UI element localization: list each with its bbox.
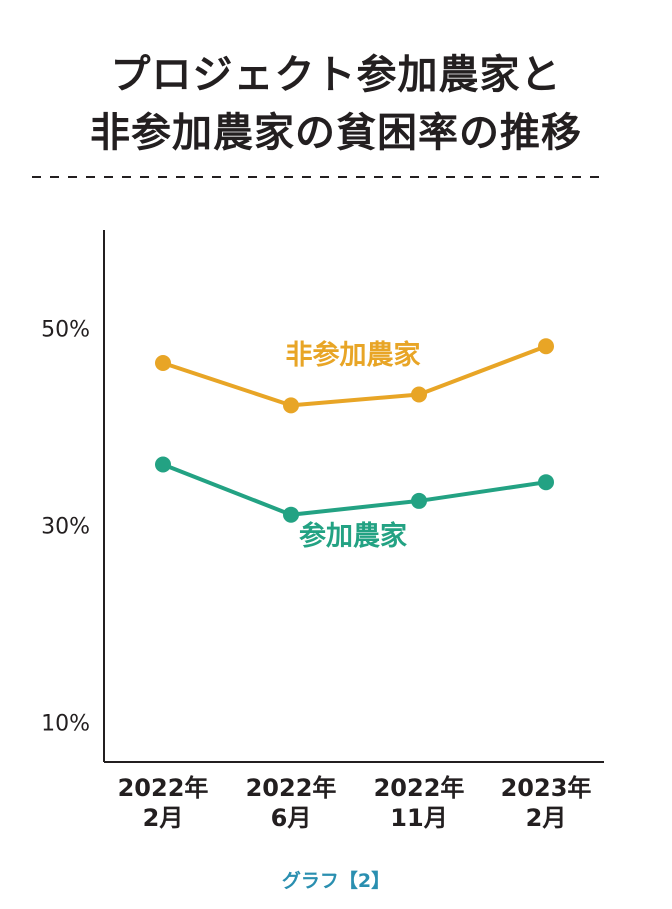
data-point [283, 397, 299, 414]
data-point [155, 355, 171, 371]
chart-title-line-1: プロジェクト参加農家と [110, 52, 562, 98]
series-label: 参加農家 [299, 520, 407, 552]
chart-title-line-2: 非参加農家の貧困率の推移 [90, 110, 582, 156]
data-point [155, 456, 171, 473]
data-point [283, 506, 299, 523]
x-tick-label: 2023年 2月 [501, 774, 592, 832]
data-point [538, 338, 554, 355]
y-tick-label: 10% [41, 712, 90, 737]
data-point [538, 474, 554, 491]
series-line [162, 462, 547, 517]
y-tick-label: 30% [41, 515, 90, 540]
y-tick-label: 50% [41, 318, 90, 343]
series-label: 非参加農家 [286, 339, 421, 371]
chart-caption: グラフ【2】 [281, 870, 391, 892]
data-point [411, 386, 427, 403]
x-tick-label: 2022年 6月 [246, 774, 337, 832]
series-line [162, 344, 547, 408]
x-tick-label: 2022年 11月 [374, 774, 465, 832]
chart-title: プロジェクト参加農家と 非参加農家の貧困率の推移 [0, 46, 672, 162]
x-tick-label: 2022年 2月 [118, 774, 209, 832]
data-point [411, 492, 427, 509]
